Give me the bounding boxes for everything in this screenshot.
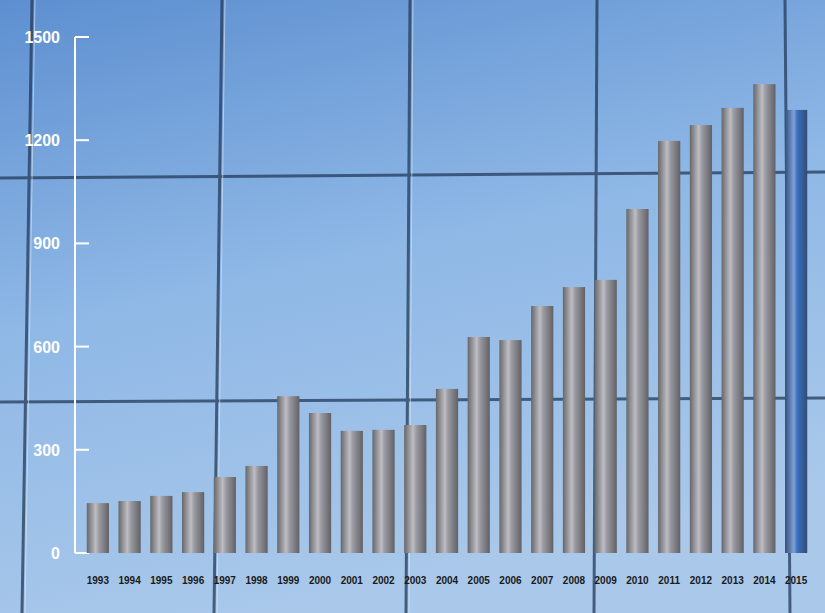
y-axis-line xyxy=(74,37,76,553)
x-tick-label: 2014 xyxy=(753,575,776,586)
x-tick-label: 1996 xyxy=(182,575,205,586)
y-tick-label: 1200 xyxy=(24,132,60,149)
bar xyxy=(119,501,141,553)
x-tick-label: 2005 xyxy=(468,575,491,586)
y-tick xyxy=(75,139,89,141)
x-tick-label: 2001 xyxy=(341,575,364,586)
y-tick-label: 0 xyxy=(51,545,60,562)
bar xyxy=(563,287,585,553)
bar xyxy=(626,209,648,553)
bar xyxy=(595,280,617,553)
y-tick xyxy=(75,346,89,348)
bar xyxy=(753,84,775,553)
y-tick-label: 300 xyxy=(33,442,60,459)
bar xyxy=(690,125,712,553)
x-tick-label: 2007 xyxy=(531,575,554,586)
bar xyxy=(531,306,553,553)
bar xyxy=(245,466,267,553)
y-tick-label: 900 xyxy=(33,235,60,252)
bar xyxy=(404,425,426,553)
x-tick-label: 2010 xyxy=(626,575,649,586)
bar xyxy=(372,430,394,553)
chart: 0 300 600 900 1200 1500 1993 1994 1995 1996 1997 19… xyxy=(0,0,825,613)
x-tick-label: 2008 xyxy=(563,575,586,586)
bar xyxy=(87,503,109,553)
bar xyxy=(277,396,299,553)
x-tick-label: 1994 xyxy=(118,575,141,586)
x-tick-label: 2012 xyxy=(690,575,713,586)
x-tick-label: 1995 xyxy=(150,575,173,586)
frame-highlight xyxy=(25,0,35,613)
x-tick-label: 2004 xyxy=(436,575,459,586)
y-tick-label: 1500 xyxy=(24,29,60,46)
bar xyxy=(722,108,744,553)
bar xyxy=(150,496,172,553)
background xyxy=(0,0,825,613)
bar xyxy=(436,389,458,553)
x-tick-label: 1997 xyxy=(214,575,237,586)
x-tick-label: 2015 xyxy=(785,575,808,586)
y-tick xyxy=(75,449,89,451)
x-tick-label: 2000 xyxy=(309,575,332,586)
bars xyxy=(87,84,807,553)
bar xyxy=(468,337,490,553)
x-tick-label: 2009 xyxy=(595,575,618,586)
x-tick-label: 2003 xyxy=(404,575,427,586)
y-tick-label: 600 xyxy=(33,339,60,356)
bar xyxy=(214,477,236,553)
bar xyxy=(309,413,331,553)
x-tick-label: 2002 xyxy=(372,575,395,586)
bar xyxy=(785,110,807,553)
x-tick-label: 1999 xyxy=(277,575,300,586)
bar xyxy=(341,431,363,553)
window-highlight xyxy=(25,0,413,613)
x-tick-label: 2006 xyxy=(499,575,522,586)
bar xyxy=(658,141,680,553)
y-tick xyxy=(75,242,89,244)
x-tick-label: 2013 xyxy=(722,575,745,586)
x-tick-label: 2011 xyxy=(658,575,680,586)
x-tick-label: 1993 xyxy=(87,575,110,586)
bar xyxy=(182,492,204,553)
bar xyxy=(499,340,521,553)
y-tick xyxy=(75,36,89,38)
x-tick-label: 1998 xyxy=(245,575,268,586)
window-frame xyxy=(0,0,825,613)
